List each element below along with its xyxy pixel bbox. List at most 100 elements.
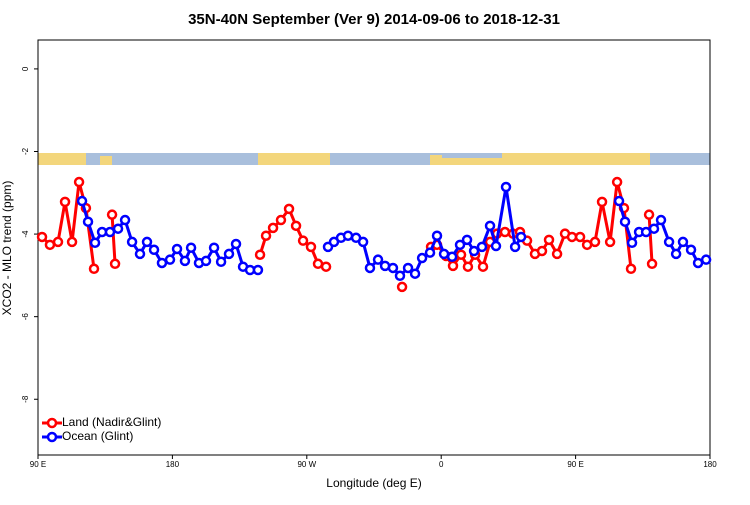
land-mask-strip	[38, 153, 710, 165]
x-tick-label: 90 E	[30, 460, 46, 469]
point	[267, 222, 279, 234]
point	[543, 234, 555, 246]
point	[76, 195, 88, 207]
point	[223, 248, 235, 260]
point	[424, 247, 436, 258]
point	[109, 258, 121, 270]
point	[551, 248, 563, 260]
point	[484, 220, 496, 232]
point	[215, 256, 227, 267]
point	[342, 230, 354, 241]
point	[462, 261, 474, 272]
point	[468, 245, 480, 257]
point	[73, 176, 85, 188]
point	[305, 241, 317, 253]
point	[357, 236, 369, 248]
point	[44, 239, 56, 251]
point	[364, 262, 376, 274]
point	[134, 248, 146, 260]
point	[148, 244, 160, 256]
point	[82, 216, 94, 227]
y-tick-label: 0	[21, 66, 30, 71]
point	[66, 236, 78, 248]
chart-title: 35N-40N September (Ver 9) 2014-09-06 to …	[188, 11, 560, 28]
point	[119, 214, 131, 226]
point	[611, 176, 623, 188]
point	[402, 262, 414, 274]
x-tick-label: 90 W	[297, 460, 316, 469]
point	[179, 255, 191, 267]
legend-marker	[46, 431, 58, 443]
y-tick-label: -4	[21, 230, 30, 238]
point	[141, 236, 153, 248]
point	[461, 234, 473, 246]
point	[655, 214, 667, 226]
point	[446, 251, 458, 263]
point	[500, 181, 512, 193]
point	[670, 248, 682, 260]
x-tick-label: 90 E	[567, 460, 583, 469]
point	[476, 241, 488, 253]
point	[692, 257, 704, 269]
point	[59, 196, 71, 208]
point	[438, 248, 450, 260]
point	[171, 243, 183, 255]
point	[613, 195, 625, 207]
point	[685, 244, 697, 256]
point	[431, 230, 443, 241]
point	[455, 249, 467, 260]
point	[164, 254, 176, 265]
point	[252, 264, 264, 276]
plot-frame	[37, 39, 711, 456]
point	[312, 258, 324, 270]
point	[126, 236, 138, 248]
point	[663, 236, 675, 248]
x-tick-label: 180	[703, 460, 717, 469]
point	[156, 257, 168, 269]
x-tick-label: 0	[439, 460, 444, 469]
point	[643, 209, 655, 220]
point	[409, 268, 421, 279]
point	[208, 242, 220, 253]
point	[515, 231, 527, 243]
point	[646, 258, 658, 270]
point	[677, 236, 689, 248]
x-axis-label: Longitude (deg E)	[326, 476, 421, 490]
point	[283, 203, 295, 215]
point	[106, 209, 118, 220]
point	[104, 226, 116, 238]
point	[625, 263, 637, 275]
point	[566, 231, 578, 243]
point	[509, 241, 521, 253]
point	[320, 261, 332, 272]
point	[700, 254, 712, 265]
point	[260, 230, 272, 241]
y-axis-label: XCO2 - MLO trend (ppm)	[0, 181, 14, 316]
point	[477, 261, 489, 272]
point	[574, 231, 586, 243]
point	[596, 196, 608, 208]
point	[89, 237, 101, 249]
point	[297, 235, 309, 246]
point	[447, 260, 459, 272]
point	[230, 238, 242, 250]
series-line	[40, 181, 654, 271]
point	[387, 262, 399, 274]
point	[36, 231, 48, 243]
point	[648, 223, 660, 234]
point	[416, 252, 428, 264]
x-tick-label: 180	[166, 460, 180, 469]
legend-label: Land (Nadir&Glint)	[62, 415, 161, 429]
point	[394, 270, 406, 282]
point	[536, 245, 548, 257]
point	[88, 263, 100, 275]
legend-label: Ocean (Glint)	[62, 429, 133, 443]
point	[52, 236, 64, 248]
point	[200, 255, 212, 267]
point	[626, 237, 638, 249]
point	[490, 240, 502, 252]
point	[589, 236, 601, 248]
point	[454, 239, 466, 251]
point	[275, 214, 287, 226]
